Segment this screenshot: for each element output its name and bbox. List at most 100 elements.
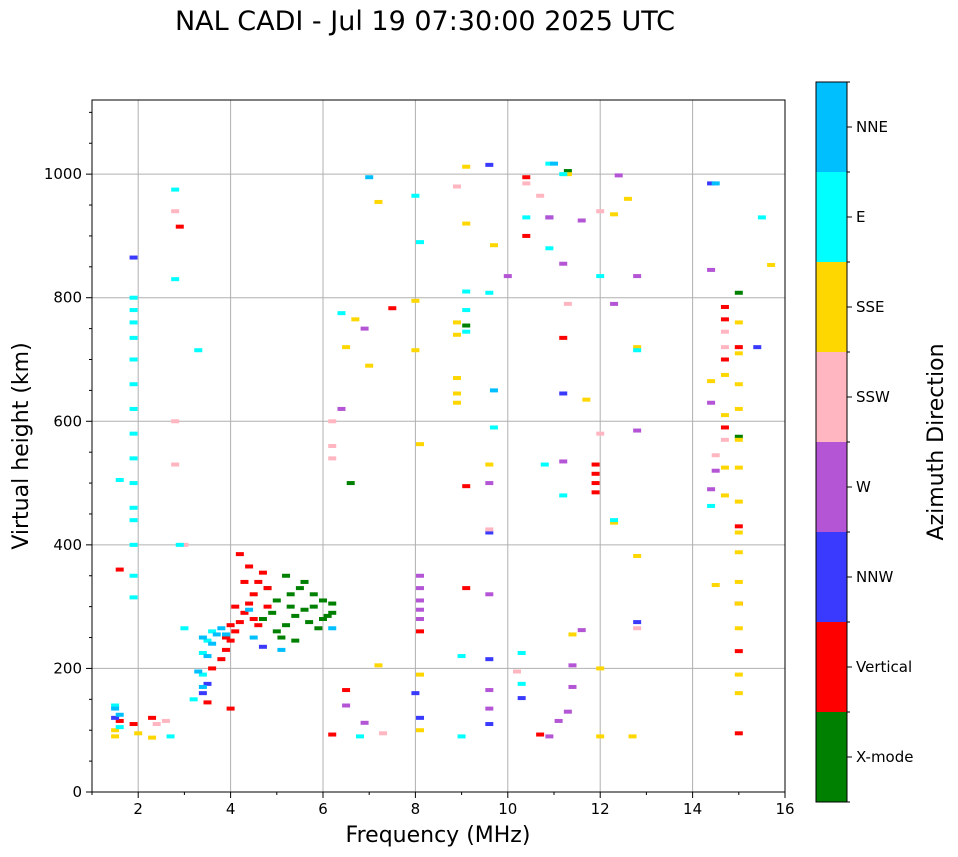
data-point-nnw [258, 644, 267, 649]
data-point-e [596, 274, 605, 279]
data-point-nnw [411, 691, 420, 696]
data-point-e [180, 626, 189, 631]
data-point-x-mode [305, 620, 314, 625]
data-point-nne [365, 175, 374, 180]
colorbar-segment [816, 262, 847, 352]
data-point-e [129, 595, 138, 600]
data-point-e [129, 335, 138, 340]
data-point-w [568, 684, 577, 689]
data-point-w [416, 617, 425, 621]
data-point-sse [111, 734, 120, 739]
data-point-vertical [115, 567, 124, 572]
data-point-x-mode [286, 592, 295, 597]
data-point-e [462, 329, 471, 334]
data-point-e [545, 246, 554, 251]
data-point-sse [734, 550, 743, 555]
data-point-nne [489, 388, 498, 393]
data-point-ssw [171, 462, 180, 467]
colorbar-segment [816, 172, 847, 262]
data-point-x-mode [309, 604, 318, 609]
colorbar-segment [816, 352, 847, 442]
y-tick-label: 200 [53, 659, 82, 677]
data-point-sse [720, 465, 729, 470]
data-point-vertical [254, 623, 263, 628]
data-point-sse [374, 199, 383, 204]
data-point-sse [568, 632, 577, 637]
data-point-sse [148, 735, 157, 740]
data-point-e [485, 290, 494, 295]
data-point-nnw [111, 715, 120, 720]
data-point-w [360, 326, 369, 331]
data-point-e [633, 348, 642, 353]
data-point-vertical [263, 586, 272, 591]
data-point-x-mode [282, 573, 291, 578]
data-point-e [489, 425, 498, 430]
data-point-vertical [342, 688, 351, 693]
colorbar-segment [816, 532, 847, 622]
data-point-x-mode [323, 613, 332, 618]
data-point-nne [111, 706, 120, 711]
data-point-nne [208, 641, 217, 646]
data-point-ssw [171, 419, 180, 424]
data-point-e [198, 650, 207, 655]
data-point-x-mode [314, 626, 323, 631]
data-point-nne [328, 626, 337, 631]
data-point-vertical [203, 700, 212, 705]
data-point-sse [452, 391, 461, 396]
data-point-w [485, 481, 494, 486]
data-point-vertical [235, 620, 244, 625]
data-point-sse [374, 663, 383, 668]
data-point-sse [411, 298, 420, 303]
data-point-w [711, 468, 720, 473]
x-tick-label: 6 [318, 800, 328, 818]
data-point-w [485, 706, 494, 711]
y-axis-label: Virtual height (km) [9, 342, 34, 549]
data-point-e [115, 477, 124, 482]
data-point-e [517, 681, 526, 686]
data-point-nne [245, 607, 254, 612]
data-point-sse [134, 731, 143, 736]
data-point-e [522, 215, 531, 220]
data-point-vertical [258, 570, 267, 575]
data-point-nnw [559, 391, 568, 396]
data-point-vertical [249, 592, 258, 597]
data-point-sse [452, 332, 461, 337]
data-point-sse [734, 437, 743, 442]
data-point-vertical [175, 224, 184, 229]
colorbar-category-label: NNE [856, 118, 888, 136]
data-point-vertical [734, 731, 743, 736]
data-points [111, 161, 776, 740]
data-point-x-mode [346, 481, 355, 486]
data-point-x-mode [734, 434, 743, 439]
data-point-w [577, 628, 586, 633]
data-point-x-mode [309, 592, 318, 597]
data-point-ssw [452, 184, 461, 189]
data-point-e [337, 311, 346, 316]
data-point-sse [610, 520, 619, 525]
data-point-nnw [485, 722, 494, 727]
data-point-w [416, 586, 425, 591]
data-point-nnw [753, 345, 762, 350]
data-point-sse [720, 413, 729, 418]
data-point-vertical [462, 484, 471, 489]
data-point-e [129, 308, 138, 313]
data-point-e [416, 240, 425, 245]
data-point-sse [734, 351, 743, 356]
data-point-nne [277, 647, 286, 652]
data-point-x-mode [291, 613, 300, 618]
x-tick-label: 2 [133, 800, 143, 818]
data-point-e [129, 573, 138, 578]
data-point-e [540, 462, 549, 467]
data-point-sse [720, 372, 729, 377]
data-point-ssw [563, 301, 572, 306]
data-point-w [342, 703, 351, 708]
data-point-w [559, 261, 568, 266]
data-point-w [610, 301, 619, 306]
data-point-w [563, 709, 572, 714]
data-point-vertical [221, 647, 230, 652]
data-point-ssw [485, 527, 494, 532]
data-point-e [610, 518, 619, 523]
colorbar: X-mode Vertical NNW W SSW SSE E NNE [815, 81, 913, 803]
colorbar-category-label: Vertical [856, 658, 912, 676]
data-point-vertical [720, 357, 729, 362]
